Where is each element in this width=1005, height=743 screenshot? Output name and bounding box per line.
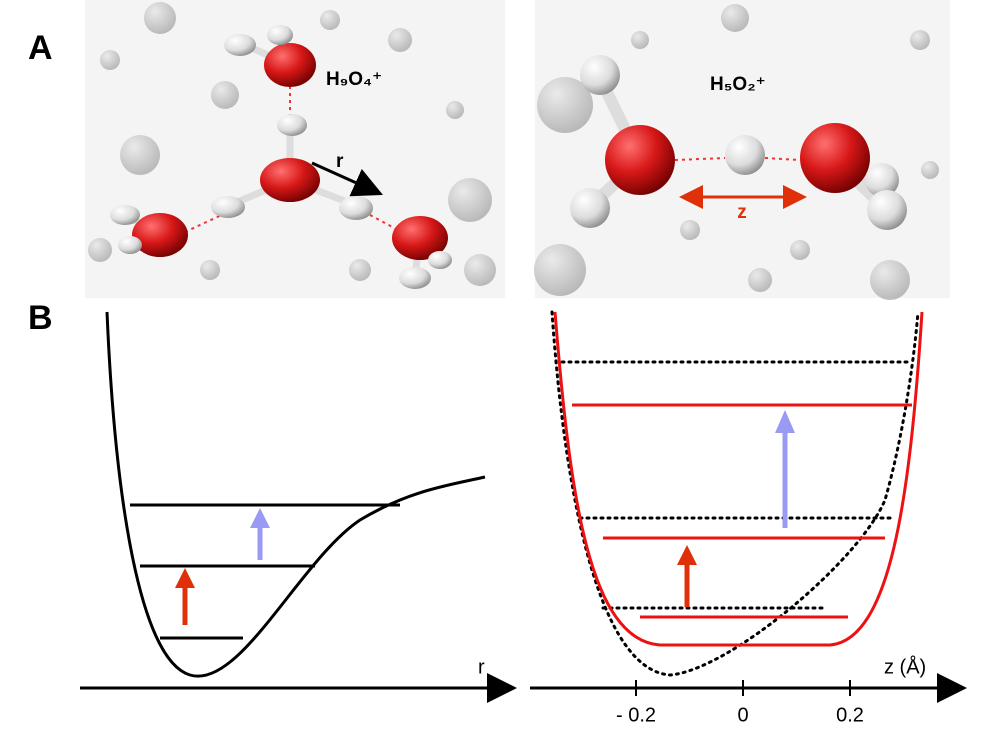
potential-right bbox=[530, 310, 967, 703]
molecule-label: H₅O₂⁺ bbox=[710, 74, 766, 95]
molecule-label: H₉O₄⁺ bbox=[326, 69, 382, 90]
molecule-image-left bbox=[85, 0, 505, 298]
tick-label: 0.2 bbox=[836, 704, 864, 726]
axis-label: z (Å) bbox=[884, 655, 926, 678]
potential-left bbox=[80, 311, 517, 703]
coordinate-label: r bbox=[336, 151, 344, 172]
tick-label: 0 bbox=[737, 704, 748, 726]
tick-label: - 0.2 bbox=[616, 704, 656, 726]
panel-label: B bbox=[28, 299, 53, 337]
molecule-image-right bbox=[534, 0, 950, 300]
panel-label: A bbox=[28, 29, 53, 67]
coordinate-label: z bbox=[737, 202, 747, 223]
axis-label: r bbox=[478, 656, 485, 678]
